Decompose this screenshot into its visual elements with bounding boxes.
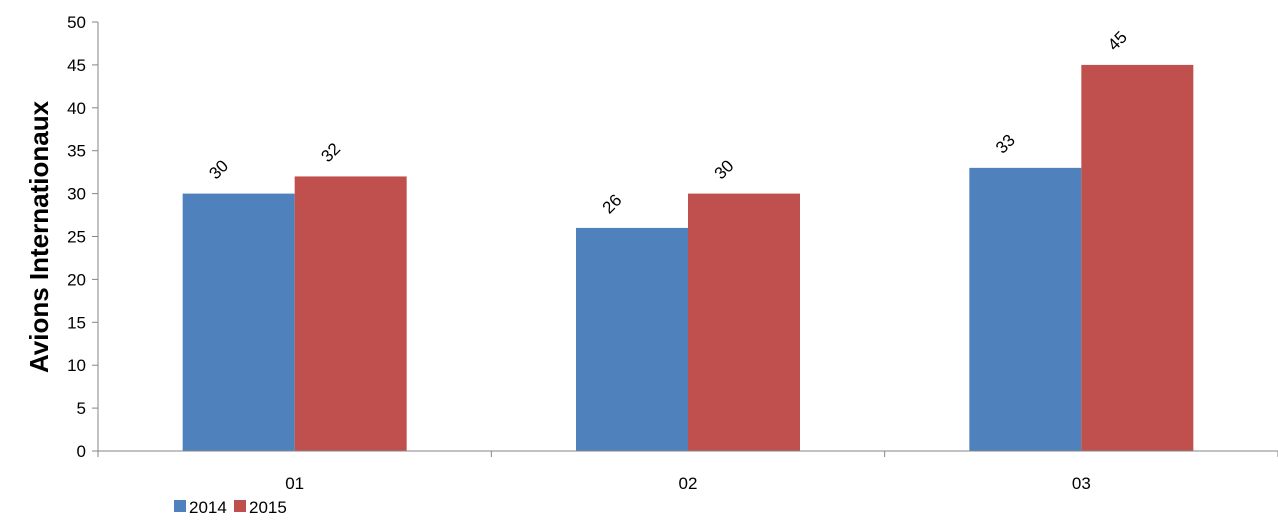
y-tick-label: 25 xyxy=(67,228,86,247)
legend: 2014 2015 xyxy=(174,498,287,517)
legend-swatch-2015 xyxy=(234,500,246,512)
x-tick-label: 03 xyxy=(1072,474,1091,493)
data-label: 45 xyxy=(1104,28,1131,55)
x-tick-label: 02 xyxy=(679,474,698,493)
data-label: 30 xyxy=(711,156,738,183)
y-tick-label: 40 xyxy=(67,99,86,118)
bar-2015-02 xyxy=(688,193,800,451)
y-tick-label: 20 xyxy=(67,270,86,289)
bar-2014-01 xyxy=(182,193,295,451)
data-label: 32 xyxy=(317,139,344,166)
y-tick-label: 30 xyxy=(67,185,86,204)
y-tick-label: 10 xyxy=(67,356,86,375)
bar-2015-03 xyxy=(1081,64,1194,452)
x-axis-ticks: 01 02 03 xyxy=(97,451,1278,493)
bars-group xyxy=(182,64,1194,452)
y-tick-label: 5 xyxy=(77,399,86,418)
bar-2014-03 xyxy=(969,167,1082,452)
y-tick-label: 0 xyxy=(77,442,86,461)
x-tick-label: 01 xyxy=(285,474,304,493)
y-axis-title: Avions Internationaux xyxy=(24,100,54,373)
legend-label: 2015 xyxy=(249,498,287,517)
y-axis-ticks: 0 5 10 15 20 25 30 35 40 45 50 xyxy=(67,13,98,461)
bar-2014-02 xyxy=(576,227,688,451)
data-label: 30 xyxy=(205,156,232,183)
bar-2015-01 xyxy=(294,176,407,451)
legend-label: 2014 xyxy=(189,498,227,517)
y-tick-label: 50 xyxy=(67,13,86,32)
legend-swatch-2014 xyxy=(174,500,186,512)
data-label: 26 xyxy=(599,191,626,218)
data-label: 33 xyxy=(992,131,1019,158)
y-tick-label: 35 xyxy=(67,142,86,161)
y-tick-label: 45 xyxy=(67,56,86,75)
y-tick-label: 15 xyxy=(67,313,86,332)
